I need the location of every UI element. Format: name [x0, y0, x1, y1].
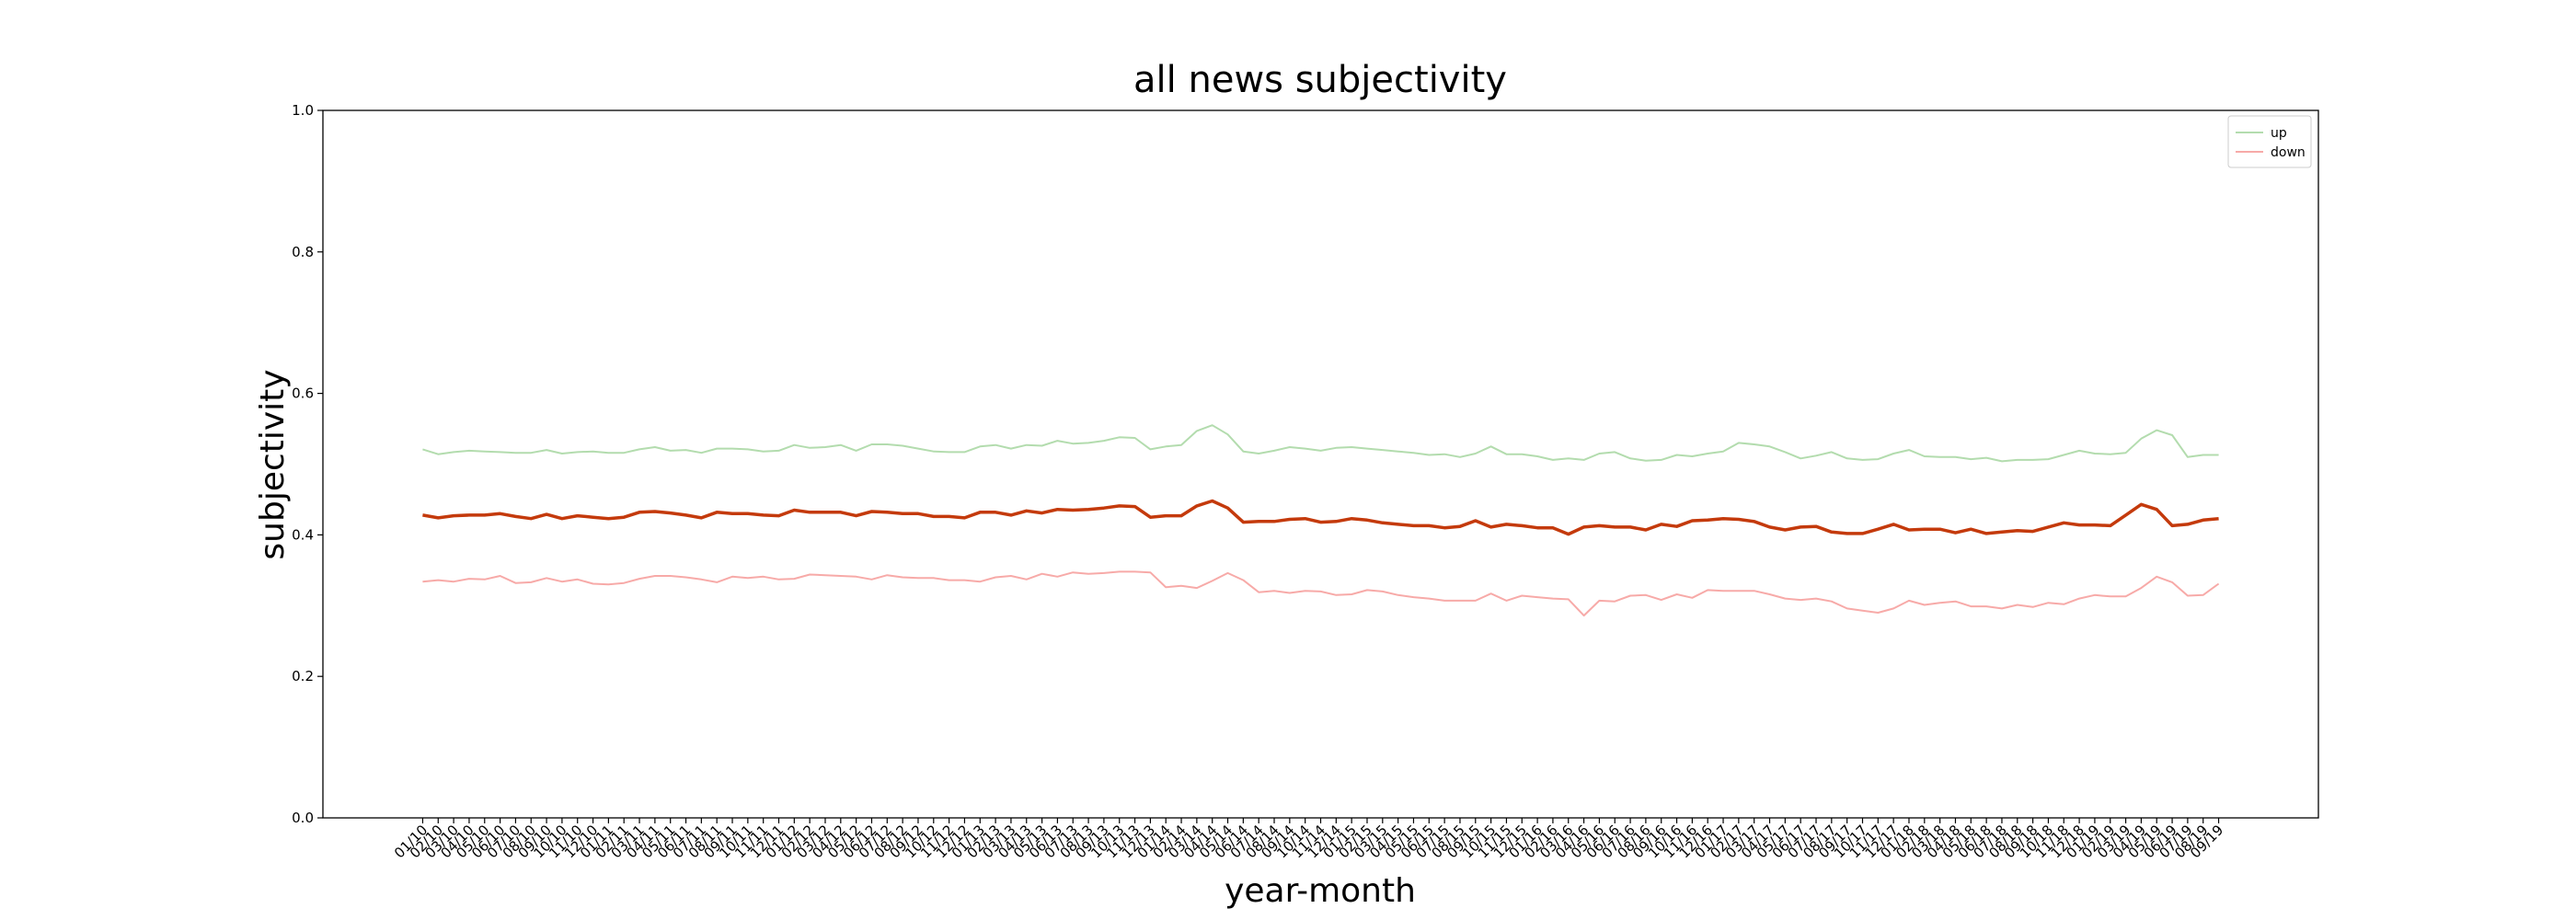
series-line [422, 499, 2219, 536]
y-tick-label: 0.2 [292, 668, 314, 684]
x-axis-label: year-month [1225, 872, 1416, 910]
chart-title: all news subjectivity [1133, 59, 1507, 101]
legend-label: up [2271, 126, 2287, 141]
y-tick-label: 0.0 [292, 810, 314, 826]
legend-label: down [2271, 145, 2306, 160]
y-axis-label: subjectivity [254, 369, 292, 559]
series-line [422, 424, 2219, 463]
y-tick-label: 1.0 [292, 102, 314, 119]
legend-box [2227, 115, 2312, 168]
plot-frame [322, 109, 2319, 819]
y-tick-label: 0.8 [292, 244, 314, 260]
y-tick-label: 0.4 [292, 526, 314, 543]
series-line [422, 570, 2220, 617]
y-tick-label: 0.6 [292, 385, 314, 402]
